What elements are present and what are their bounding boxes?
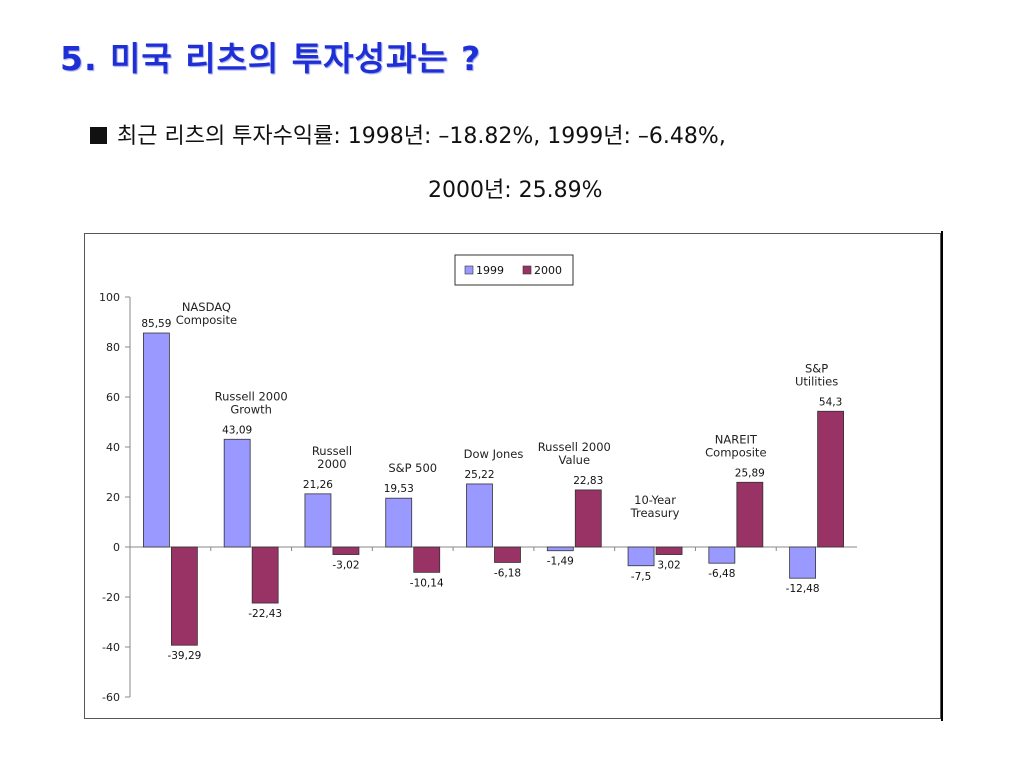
legend: 1999 2000 [454,254,574,286]
category-label: NASDAQ [182,300,231,314]
data-label-1999: 43,09 [222,424,252,436]
bar-2000 [494,546,521,563]
data-label-2000: -3,02 [332,560,359,572]
bar-2000 [574,489,602,548]
category-label: NAREIT [715,432,758,446]
data-label-2000: 3,02 [657,560,680,572]
category-label: Treasury [630,506,680,520]
data-label-2000: -22,43 [248,608,282,620]
category-label: Value [558,453,590,467]
data-label-2000: 25,89 [735,467,765,479]
category-label: Utilities [795,374,838,388]
category-label: 2000 [317,457,346,471]
y-tick-label: 40 [106,441,120,454]
bar-2000 [817,410,845,548]
data-label-1999: 85,59 [141,318,171,330]
data-label-1999: -12,48 [786,583,820,595]
category-label: Dow Jones [464,447,524,461]
bar-1999 [223,438,251,548]
y-axis: 100 80 60 40 20 0 -20 -40 -60 [99,291,857,704]
bullet-text-1: 최근 리츠의 투자수익률: 1998년: –18.82%, 1999년: –6.… [117,124,726,149]
bar-1999 [304,493,332,548]
bar-1999 [142,332,170,548]
data-label-1999: -7,5 [631,571,652,583]
bar-1999 [385,497,413,548]
y-tick-label: 0 [113,541,120,554]
bar-2000 [413,546,441,573]
legend-swatch-1999 [464,265,474,275]
bar-1999 [789,546,817,579]
category-label: S&P [805,361,828,375]
bar-2000 [251,546,279,604]
bullet-square-icon [90,127,107,144]
y-tick-label: 20 [106,491,120,504]
data-label-1999: 21,26 [303,479,333,491]
data-label-2000: -6,18 [494,567,521,579]
y-tick-label: 80 [106,341,120,354]
category-label: Russell [312,444,352,458]
bullet-line-1: 최근 리츠의 투자수익률: 1998년: –18.82%, 1999년: –6.… [90,118,726,150]
chart-container: 100 80 60 40 20 0 -20 -40 -60 85,59 -39,29 43,09 -2… [84,233,941,719]
slide-title: 5. 미국 리츠의 투자성과는 ? [60,39,482,78]
bar-2000 [170,546,198,646]
bar-2000 [332,546,360,555]
bar-1999 [627,546,655,567]
y-tick-label: 100 [99,291,120,304]
legend-box [454,254,574,286]
bullet-line-2: 2000년: 25.89% [428,178,603,203]
category-label: S&P 500 [388,461,437,475]
data-label-2000: -10,14 [410,577,444,589]
data-label-1999: 25,22 [464,469,494,481]
data-label-2000: 54,3 [819,396,842,408]
bar-1999 [708,546,736,564]
legend-label-1999: 1999 [476,264,504,277]
bar-1999 [546,546,574,552]
legend-swatch-2000 [522,265,532,275]
category-label: 10-Year [634,493,676,507]
category-label: Composite [176,313,237,327]
data-label-2000: -39,29 [167,650,201,662]
bars [142,332,845,646]
y-tick-label: -40 [102,641,120,654]
y-tick-label: 60 [106,391,120,404]
category-label: Russell 2000 [215,389,288,403]
bar-chart: 100 80 60 40 20 0 -20 -40 -60 85,59 -39,29 43,09 -2… [99,254,857,704]
data-label-1999: -6,48 [708,568,735,580]
data-label-1999: -1,49 [547,556,574,568]
y-tick-label: -20 [102,591,120,604]
data-labels: 85,59 -39,29 43,09 -22,43 21,26 -3,02 19,53 -10… [141,318,842,662]
category-label: Growth [230,402,272,416]
right-divider-line [941,231,943,721]
data-label-1999: 19,53 [384,483,414,495]
legend-label-2000: 2000 [534,264,562,277]
bar-1999 [466,483,493,548]
bar-2000 [736,481,764,548]
data-label-2000: 22,83 [573,475,603,487]
y-tick-label: -60 [102,691,120,704]
bar-2000 [655,546,683,555]
category-label: Composite [705,445,766,459]
category-label: Russell 2000 [538,440,611,454]
